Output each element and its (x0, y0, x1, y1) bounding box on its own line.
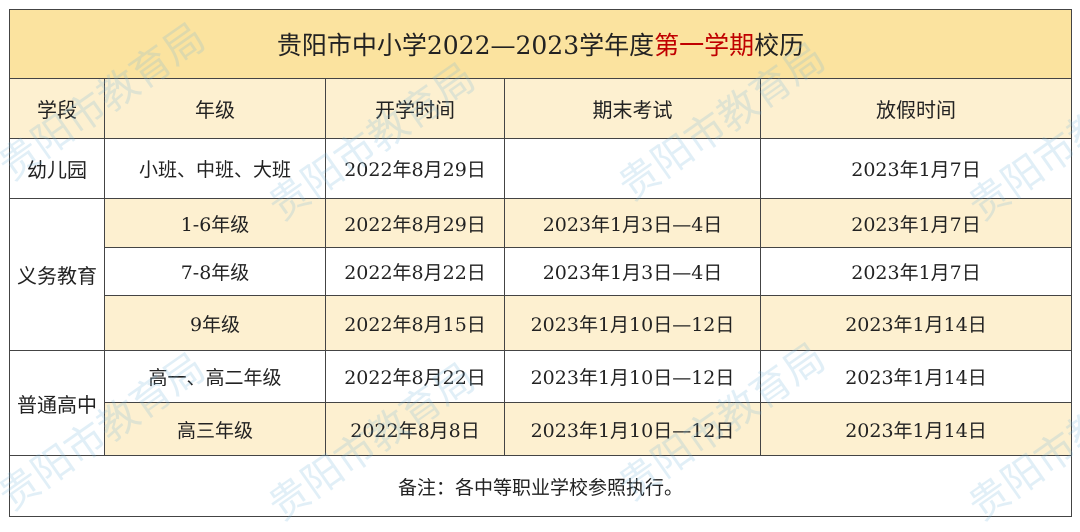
exam-cell (504, 138, 761, 199)
grade-cell: 高一、高二年级 (104, 350, 326, 403)
table-row: 高三年级 2022年8月8日 2023年1月10日—12日 2023年1月14日 (10, 402, 1072, 456)
header-holiday: 放假时间 (760, 78, 1072, 139)
note: 备注：各中等职业学校参照执行。 (9, 455, 1072, 517)
header-start: 开学时间 (325, 78, 505, 139)
grade-cell: 9年级 (104, 295, 326, 351)
start-cell: 2022年8月29日 (325, 138, 505, 199)
start-cell: 2022年8月8日 (325, 402, 505, 456)
table-row: 普通高中 高一、高二年级 2022年8月22日 2023年1月10日—12日 2… (9, 350, 1072, 456)
holiday-cell: 2023年1月7日 (760, 138, 1072, 199)
table-row: 7-8年级 2022年8月22日 2023年1月3日—4日 2023年1月7日 (10, 247, 1072, 296)
holiday-cell: 2023年1月7日 (760, 247, 1072, 296)
table-title: 贵阳市中小学2022—2023学年度第一学期校历 (9, 9, 1072, 79)
exam-cell: 2023年1月10日—12日 (504, 295, 761, 351)
header-stage: 学段 (9, 78, 105, 139)
table-row: 9年级 2022年8月15日 2023年1月10日—12日 2023年1月14日 (10, 295, 1072, 351)
grade-cell: 小班、中班、大班 (104, 138, 326, 199)
school-calendar-table: 贵阳市中小学2022—2023学年度第一学期校历 学段 年级 开学时间 期末考试… (9, 9, 1072, 517)
grade-cell: 7-8年级 (104, 247, 326, 296)
holiday-cell: 2023年1月14日 (760, 402, 1072, 456)
holiday-cell: 2023年1月14日 (760, 350, 1072, 403)
exam-cell: 2023年1月3日—4日 (504, 198, 761, 248)
exam-cell: 2023年1月10日—12日 (504, 350, 761, 403)
header-exam: 期末考试 (504, 78, 761, 139)
exam-cell: 2023年1月10日—12日 (504, 402, 761, 456)
table-row: 义务教育 1-6年级 2022年8月29日 2023年1月3日—4日 2023年… (9, 198, 1072, 351)
stage-kindergarten: 幼儿园 (9, 138, 105, 199)
stage-compulsory: 义务教育 (9, 198, 105, 351)
header-grade: 年级 (104, 78, 326, 139)
table-row: 幼儿园 小班、中班、大班 2022年8月29日 2023年1月7日 (9, 138, 1072, 199)
start-cell: 2022年8月15日 (325, 295, 505, 351)
header-row: 学段 年级 开学时间 期末考试 放假时间 (9, 78, 1072, 139)
start-cell: 2022年8月22日 (325, 350, 505, 403)
holiday-cell: 2023年1月14日 (760, 295, 1072, 351)
grade-cell: 1-6年级 (104, 198, 326, 248)
stage-high-school: 普通高中 (9, 350, 105, 456)
start-cell: 2022年8月29日 (325, 198, 505, 248)
grade-cell: 高三年级 (104, 402, 326, 456)
holiday-cell: 2023年1月7日 (760, 198, 1072, 248)
start-cell: 2022年8月22日 (325, 247, 505, 296)
exam-cell: 2023年1月3日—4日 (504, 247, 761, 296)
